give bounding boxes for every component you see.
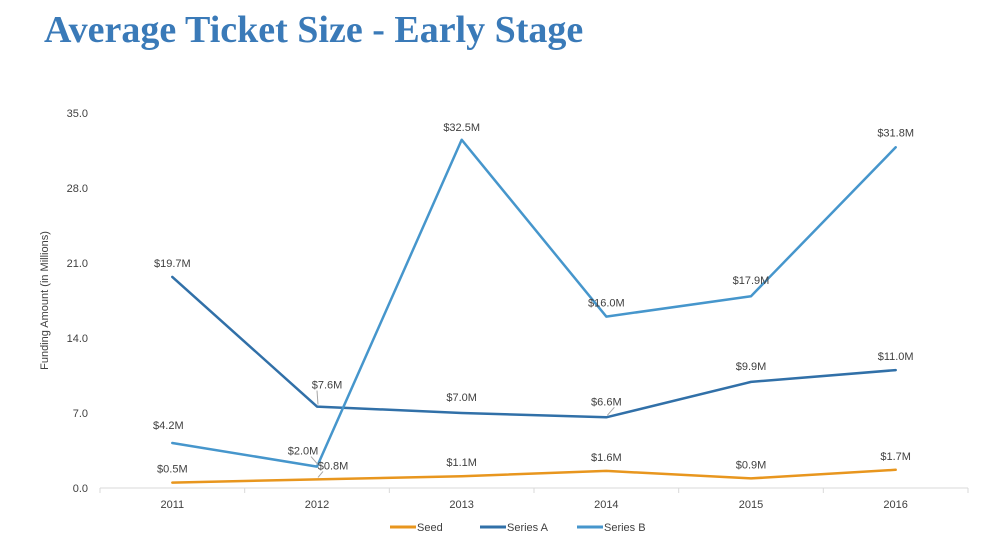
label-leader-line [606, 406, 615, 416]
label-leader-line [310, 456, 319, 465]
y-tick-label: 0.0 [73, 483, 88, 495]
y-tick-label: 28.0 [67, 183, 88, 195]
data-label: $7.6M [312, 380, 343, 392]
data-label: $19.7M [154, 258, 191, 270]
data-labels: $0.5M $0.8M $1.1M $1.6M $0.9M $1.7M $19.7M $7.6… [153, 122, 914, 478]
y-axis-label: Funding Amount (in Millions) [39, 231, 51, 370]
x-tick-label: 2012 [305, 499, 329, 511]
data-label: $1.1M [446, 457, 477, 469]
data-label: $1.7M [880, 451, 911, 463]
legend-label: Series B [604, 522, 646, 534]
data-label: $2.0M [288, 446, 319, 458]
y-tick-label: 14.0 [67, 333, 88, 345]
data-label: $32.5M [443, 122, 480, 134]
data-label: $31.8M [877, 127, 914, 139]
data-label: $0.9M [736, 459, 767, 471]
data-label: $9.9M [736, 361, 767, 373]
series-line-series-a [171, 275, 897, 419]
x-tick-label: 2013 [449, 499, 473, 511]
x-tick-label: 2015 [739, 499, 763, 511]
data-label: $6.6M [591, 396, 622, 408]
x-tick-label: 2014 [594, 499, 618, 511]
data-label: $1.6M [591, 452, 622, 464]
legend: Seed Series A Series B [390, 522, 646, 534]
y-axis-ticks: 0.0 7.0 14.0 21.0 28.0 35.0 [67, 108, 88, 495]
data-label: $0.8M [318, 460, 349, 472]
series-line-seed [171, 468, 897, 484]
x-tick-label: 2011 [161, 499, 185, 511]
y-tick-label: 7.0 [73, 408, 88, 420]
data-label: $17.9M [733, 275, 770, 287]
chart-title: Average Ticket Size - Early Stage [44, 9, 584, 51]
data-label: $11.0M [878, 351, 914, 363]
y-tick-label: 21.0 [67, 258, 88, 270]
legend-label: Series A [507, 522, 549, 534]
series-line-series-b [171, 138, 897, 468]
data-label: $0.5M [157, 464, 188, 476]
label-leader-line [316, 390, 319, 405]
y-tick-label: 35.0 [67, 108, 88, 120]
data-label: $4.2M [153, 420, 184, 432]
label-leader-line [317, 471, 324, 478]
legend-label: Seed [417, 522, 443, 534]
data-label: $16.0M [588, 298, 625, 310]
series-lines [171, 138, 897, 484]
x-axis-ticks: 2011 2012 2013 2014 2015 2016 [99, 488, 969, 511]
x-tick-label: 2016 [883, 499, 907, 511]
data-label: $7.0M [446, 392, 477, 404]
